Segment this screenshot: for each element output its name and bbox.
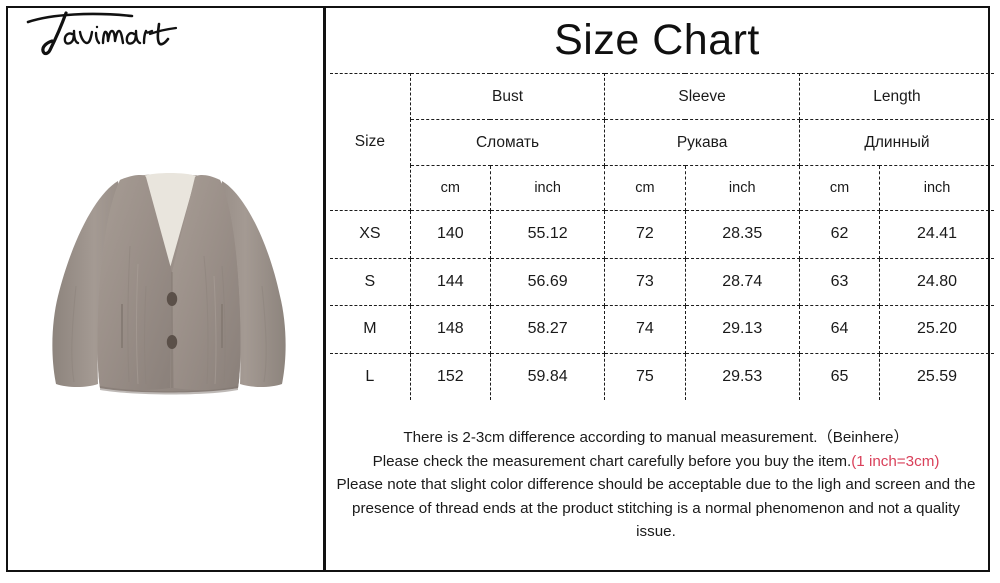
cell-length-cm: 64 — [798, 305, 881, 354]
cell-bust-cm: 148 — [409, 305, 491, 354]
header-group-length-ru: Длинный — [798, 119, 994, 166]
cell-length-cm: 63 — [798, 257, 881, 306]
cell-bust-cm: 140 — [409, 210, 491, 259]
cell-size: M — [330, 305, 411, 354]
footer-notes: There is 2-3cm difference according to m… — [334, 426, 978, 544]
cell-bust-inch: 55.12 — [489, 210, 606, 259]
note-line-2-main: Please check the measurement chart caref… — [372, 452, 852, 470]
cell-size: XS — [330, 210, 411, 259]
cell-length-inch: 24.80 — [879, 257, 994, 306]
header-unit-length-inch: inch — [879, 165, 994, 211]
cell-sleeve-inch: 28.35 — [684, 210, 800, 259]
table-row: L 152 59.84 75 29.53 65 25.59 — [330, 352, 994, 400]
header-unit-length-cm: cm — [798, 165, 881, 211]
note-inch-conversion: (1 inch=3cm) — [851, 452, 940, 470]
header-unit-bust-inch: inch — [489, 165, 606, 211]
cell-sleeve-cm: 73 — [604, 257, 686, 306]
cell-sleeve-cm: 75 — [604, 352, 686, 400]
header-unit-bust-cm: cm — [409, 165, 491, 211]
cell-length-cm: 62 — [798, 210, 881, 259]
size-chart-table: Size Bust Sleeve Length Сломать Рукава Д… — [330, 73, 994, 400]
note-line-3: Please note that slight color difference… — [336, 476, 976, 540]
page-title: Size Chart — [554, 16, 760, 64]
header-group-sleeve-ru: Рукава — [604, 119, 800, 166]
note-line-1: There is 2-3cm difference according to m… — [403, 429, 909, 446]
outer-frame: Size Chart Size Bust Sleeve Length — [6, 6, 994, 572]
cell-sleeve-cm: 74 — [604, 305, 686, 354]
table-header-russian: Сломать Рукава Длинный — [330, 119, 994, 166]
cell-length-inch: 24.41 — [879, 210, 994, 259]
cell-length-inch: 25.20 — [879, 305, 994, 354]
cell-sleeve-inch: 29.13 — [684, 305, 800, 354]
brand-logo — [22, 10, 202, 56]
table-header-english: Size Bust Sleeve Length — [330, 73, 994, 211]
cell-bust-inch: 58.27 — [489, 305, 606, 354]
table-row: S 144 56.69 73 28.74 63 24.80 — [330, 257, 994, 306]
header-group-sleeve-en: Sleeve — [604, 73, 800, 120]
table-row: M 148 58.27 74 29.13 64 25.20 — [330, 305, 994, 354]
header-group-bust-ru: Сломать — [409, 119, 606, 166]
note-line-2: Please check the measurement chart caref… — [334, 450, 978, 474]
cell-length-inch: 25.59 — [879, 352, 994, 400]
header-unit-sleeve-cm: cm — [604, 165, 686, 211]
cell-bust-cm: 144 — [409, 257, 491, 306]
header-group-bust-en: Bust — [409, 73, 606, 120]
cell-length-cm: 65 — [798, 352, 881, 400]
cell-sleeve-inch: 28.74 — [684, 257, 800, 306]
chart-panel: Size Chart Size Bust Sleeve Length — [326, 8, 994, 570]
cell-bust-inch: 59.84 — [489, 352, 606, 400]
cell-size: L — [330, 352, 411, 400]
cell-bust-inch: 56.69 — [489, 257, 606, 306]
product-image — [26, 136, 310, 414]
product-panel — [8, 8, 326, 570]
table-row: XS 140 55.12 72 28.35 62 24.41 — [330, 210, 994, 259]
table-header-units: cm inch cm inch cm inch — [330, 165, 994, 211]
header-unit-sleeve-inch: inch — [684, 165, 800, 211]
cell-sleeve-inch: 29.53 — [684, 352, 800, 400]
cell-sleeve-cm: 72 — [604, 210, 686, 259]
cell-bust-cm: 152 — [409, 352, 491, 400]
cell-size: S — [330, 257, 411, 306]
header-group-length-en: Length — [798, 73, 994, 120]
header-size: Size — [330, 73, 411, 211]
